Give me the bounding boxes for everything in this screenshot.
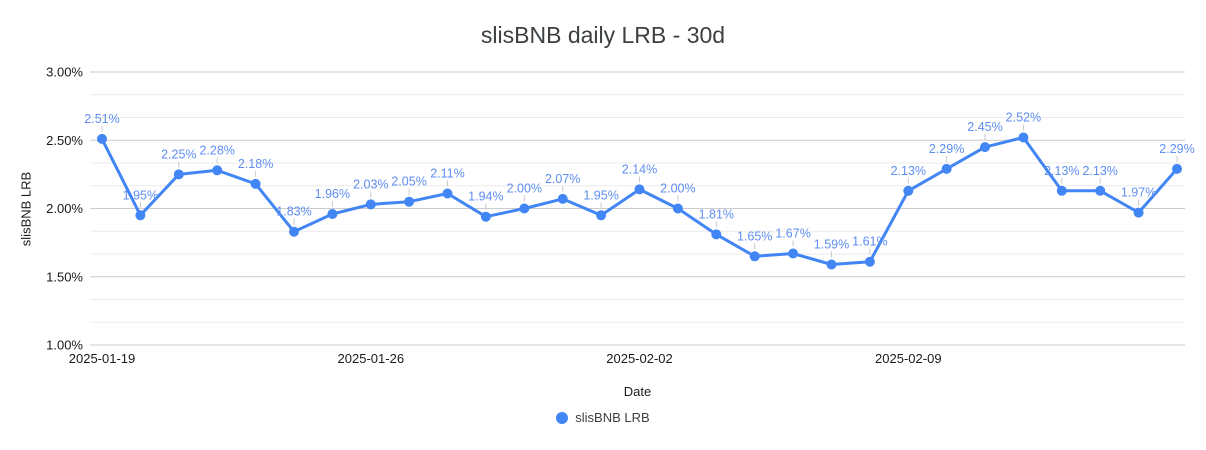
data-point[interactable] (788, 248, 799, 259)
point-label: 1.59% (814, 238, 849, 252)
x-tick-label: 2025-01-26 (338, 351, 405, 366)
point-label: 2.28% (199, 143, 234, 157)
point-label: 1.61% (852, 235, 887, 249)
data-point[interactable] (519, 203, 530, 214)
data-point[interactable] (711, 229, 722, 240)
data-point[interactable] (97, 133, 107, 144)
data-point[interactable] (1018, 132, 1029, 143)
point-label: 1.83% (276, 205, 311, 219)
point-label: 2.05% (391, 175, 426, 189)
data-point[interactable] (1172, 163, 1182, 174)
y-tick-label: 2.00% (46, 201, 83, 216)
x-tick-label: 2025-02-02 (606, 351, 673, 366)
data-point[interactable] (749, 251, 760, 262)
data-point[interactable] (1056, 185, 1067, 196)
data-point[interactable] (672, 203, 683, 214)
data-point[interactable] (826, 259, 837, 270)
data-point[interactable] (289, 226, 299, 237)
data-point[interactable] (1133, 207, 1144, 218)
x-tick-label: 2025-01-19 (69, 351, 136, 366)
y-axis-title: slisBNB LRB (18, 171, 34, 247)
point-label: 2.13% (1082, 164, 1117, 178)
data-point[interactable] (365, 199, 376, 210)
point-label: 2.51% (84, 112, 119, 126)
point-label: 2.45% (967, 120, 1002, 134)
x-tick-label: 2025-02-09 (875, 351, 942, 366)
point-label: 2.14% (622, 162, 657, 176)
y-tick-label: 3.00% (46, 65, 83, 80)
point-label: 1.81% (699, 207, 734, 221)
y-tick-label: 2.50% (46, 133, 83, 148)
point-label: 2.03% (353, 177, 388, 191)
point-label: 2.07% (545, 172, 580, 186)
point-label: 1.95% (123, 188, 158, 202)
point-label: 1.67% (775, 227, 810, 241)
point-label: 1.95% (583, 188, 618, 202)
point-label: 2.00% (660, 182, 695, 196)
data-point[interactable] (634, 184, 645, 195)
data-point[interactable] (480, 211, 491, 222)
point-label: 2.18% (238, 157, 273, 171)
data-point[interactable] (941, 163, 952, 174)
data-point[interactable] (557, 193, 568, 204)
point-label: 1.65% (737, 229, 772, 243)
point-label: 2.29% (1159, 142, 1194, 156)
point-label: 2.11% (430, 167, 465, 181)
point-label: 2.52% (1006, 111, 1041, 125)
data-point[interactable] (864, 256, 875, 267)
data-point[interactable] (404, 196, 415, 207)
data-point[interactable] (980, 142, 990, 153)
point-label: 2.00% (507, 182, 542, 196)
data-point[interactable] (327, 209, 338, 219)
x-axis-title: Date (623, 384, 652, 399)
legend-item[interactable]: slisBNB LRB (556, 410, 650, 425)
point-label: 1.97% (1121, 186, 1156, 200)
point-label: 2.29% (929, 142, 964, 156)
data-point[interactable] (1095, 185, 1106, 196)
point-label: 1.94% (468, 190, 503, 204)
data-point[interactable] (250, 178, 261, 189)
data-point[interactable] (135, 210, 146, 221)
legend-marker-icon (556, 411, 569, 424)
y-tick-label: 1.00% (46, 338, 83, 353)
point-label: 2.13% (1044, 164, 1079, 178)
data-point[interactable] (903, 185, 914, 196)
point-label: 2.25% (161, 147, 196, 161)
data-point[interactable] (212, 165, 223, 176)
point-label: 1.96% (315, 187, 350, 201)
legend-label: slisBNB LRB (575, 410, 650, 425)
chart-title: slisBNB daily LRB - 30d (480, 22, 726, 48)
point-label: 2.13% (891, 164, 926, 178)
data-point[interactable] (442, 188, 453, 199)
legend: slisBNB LRB (0, 410, 1206, 425)
y-tick-label: 1.50% (46, 269, 83, 284)
data-point[interactable] (173, 169, 184, 180)
data-point[interactable] (596, 210, 607, 221)
